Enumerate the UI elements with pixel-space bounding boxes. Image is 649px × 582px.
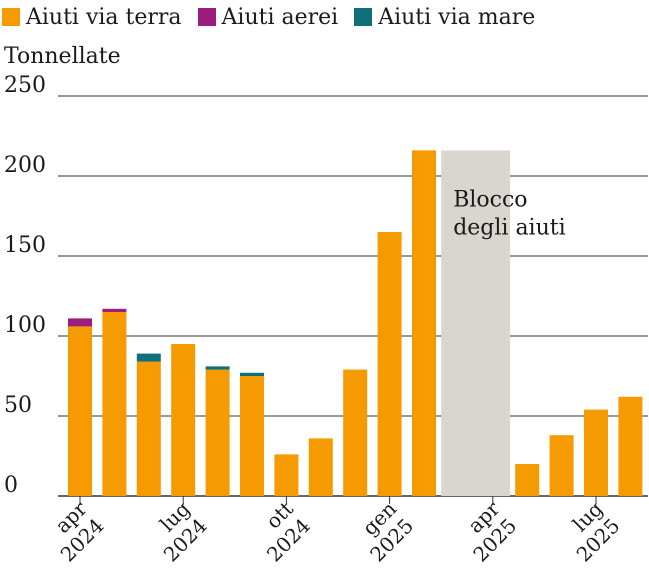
legend-swatch-land — [2, 8, 20, 26]
bar-segment-air — [102, 308, 127, 312]
legend-item-sea: Aiuti via mare — [354, 5, 535, 30]
bar-segment-sea — [240, 372, 264, 376]
annotation-band: Blocco degli aiuti — [441, 150, 566, 496]
bar-segment-air — [68, 318, 92, 327]
y-tick-label: 250 — [4, 73, 46, 98]
legend-label-land: Aiuti via terra — [26, 4, 182, 30]
bar-segment-land — [618, 396, 643, 496]
annotation-label-line2: degli aiuti — [453, 215, 565, 240]
bar-segment-land — [412, 150, 436, 496]
legend-item-land: Aiuti via terra — [2, 5, 182, 30]
bar-segment-land — [584, 409, 608, 496]
bar-segment-land — [136, 361, 161, 496]
legend-item-air: Aiuti aerei — [197, 4, 339, 30]
y-tick-label: 200 — [4, 153, 46, 178]
y-tick-label: 150 — [4, 233, 46, 258]
bar-segment-land — [68, 326, 92, 496]
bar-segment-land — [377, 232, 402, 496]
bar-segment-land — [240, 376, 264, 496]
y-ticks: 0 50 100 150 200 250 — [4, 73, 46, 498]
bars — [68, 150, 643, 496]
annotation-label-line1: Blocco — [453, 187, 527, 212]
legend-swatch-sea — [354, 8, 373, 26]
y-tick-label: 50 — [4, 393, 32, 418]
bar-segment-land — [308, 438, 333, 496]
bar-segment-sea — [205, 366, 230, 370]
legend-label-sea: Aiuti via mare — [378, 4, 536, 30]
bar-segment-land — [515, 464, 540, 496]
bar-segment-land — [549, 435, 574, 496]
bar-segment-land — [205, 369, 230, 496]
y-axis-label: Tonnellate — [4, 44, 121, 69]
bar-segment-land — [171, 344, 196, 496]
bar-segment-land — [102, 312, 127, 496]
y-tick-label: 0 — [4, 473, 18, 498]
bar-segment-sea — [136, 353, 161, 362]
y-tick-label: 100 — [4, 313, 46, 338]
blockade-band — [441, 150, 510, 496]
bar-segment-land — [343, 369, 368, 496]
bar-segment-land — [274, 454, 299, 496]
legend: Aiuti via terra Aiuti aerei Aiuti via ma… — [2, 2, 551, 32]
legend-label-air: Aiuti aerei — [221, 4, 339, 30]
legend-swatch-air — [197, 8, 216, 26]
